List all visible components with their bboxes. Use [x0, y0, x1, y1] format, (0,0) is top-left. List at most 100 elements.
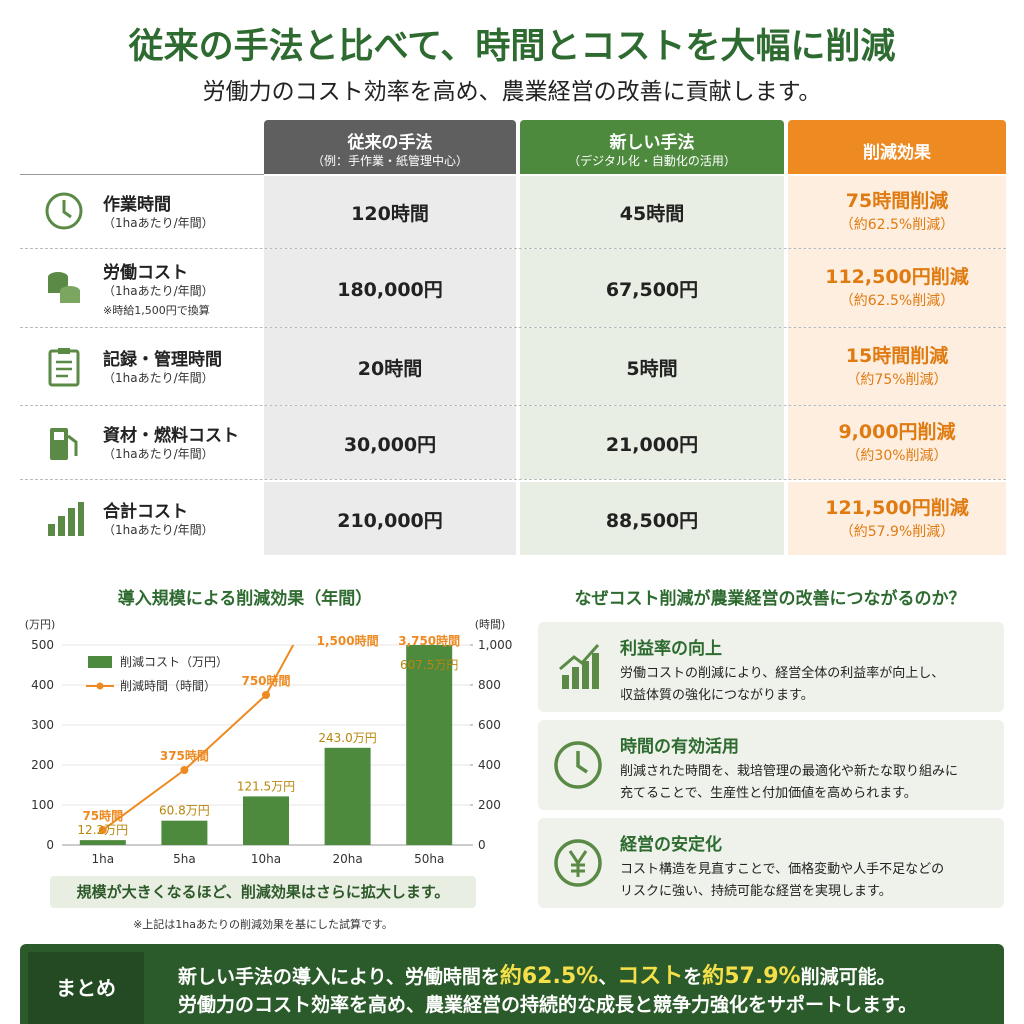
column-header [520, 120, 784, 174]
row-sub: （1haあたり/年間） [103, 446, 214, 461]
summary-segment: 約62.5% [499, 964, 599, 989]
y2-axis-label: (時間) [475, 618, 506, 631]
summary-label: まとめ [28, 952, 144, 1024]
cell-value: 20時間 [357, 357, 423, 380]
reason-card [538, 622, 1004, 712]
cell-value: 88,500円 [605, 509, 699, 532]
row-label: 作業時間 [103, 195, 171, 215]
point-label: 375時間 [160, 748, 209, 763]
cell-bg [264, 249, 516, 327]
cell-value: 180,000円 [337, 279, 443, 301]
row-label: 資材・燃料コスト [103, 425, 239, 446]
reasons-title: なぜコスト削減が農業経営の改善につながるのか？ [574, 589, 966, 609]
row-sub: （1haあたり/年間） [103, 522, 214, 537]
effect-sub: （約30%削減） [846, 447, 948, 464]
cell-value: 5時間 [626, 357, 678, 380]
reason-text: 労働コストの削減により、経営全体の利益率が向上し、 [620, 666, 945, 681]
row-divider [20, 327, 1006, 328]
row-label: 労働コスト [103, 263, 188, 283]
row-icon [48, 501, 84, 536]
summary-segment: を [683, 966, 703, 988]
bar-label: 243.0万円 [318, 731, 376, 745]
effect: 15時間削減 [845, 344, 949, 367]
reason-card [538, 720, 1004, 810]
reason-text: リスクに強い、持続可能な経営を実現します。 [620, 884, 892, 899]
reason-title: 時間の有効活用 [620, 737, 739, 757]
y2-tick-label: 1,000 [478, 638, 512, 652]
column-header [788, 120, 1006, 174]
y2-tick-label: 800 [478, 678, 501, 692]
chart: (万円) (時間) 0 100 200 300 400 500 0 200 400 600 800 1,0… [25, 618, 513, 866]
cell-bg [788, 176, 1006, 248]
summary-segment: 新しい手法の導入により、労働時間を [178, 966, 500, 988]
bar [406, 645, 453, 845]
point [98, 826, 107, 834]
row-divider [20, 248, 1006, 249]
column-title: 従来の手法 [347, 133, 433, 153]
reason-text: 収益体質の強化につながります。 [620, 688, 814, 703]
cell-value: 45時間 [619, 203, 685, 225]
bar-label: 607.5万円 [400, 658, 458, 672]
bar-label: 60.8万円 [159, 804, 210, 818]
effect-sub: （約75%削減） [846, 371, 948, 388]
legend-label: 削減時間（時間） [120, 678, 216, 693]
bar-label: 12.2万円 [77, 823, 128, 837]
cell-value: 21,000円 [605, 433, 699, 456]
row-divider [20, 479, 1006, 480]
y-tick-label: 200 [31, 758, 54, 772]
effect: 75時間削減 [845, 190, 949, 212]
row-icon [45, 192, 83, 230]
y-tick-label: 500 [31, 638, 54, 652]
reason-text: 充てることで、生産性と付加価値を高められます。 [620, 786, 917, 801]
plot [79, 645, 453, 845]
y2-tick-label: 0 [478, 838, 486, 852]
labels: 12.2万円 60.8万円 121.5万円 243.0万円 607.5万円 75時間 375… [77, 633, 460, 837]
cell-value: 67,500円 [605, 279, 699, 301]
summary-segment: コスト [617, 964, 684, 989]
y2-tick-label: 600 [478, 718, 501, 732]
column-header [264, 120, 516, 174]
cell-bg [264, 176, 516, 248]
effect-sub: （約62.5%削減） [839, 293, 955, 309]
y-axis-label: (万円) [25, 618, 56, 631]
cell-bg [788, 328, 1006, 405]
title: 従来の手法と比べて、時間とコストを大幅に削減 [128, 27, 896, 67]
effect-sub: （約62.5%削減） [839, 217, 955, 233]
effect-sub: （約57.9%削減） [839, 523, 955, 540]
bar-label: 121.5万円 [237, 779, 295, 793]
summary-segment: 、 [598, 966, 618, 988]
bar [79, 840, 126, 845]
summary-segment: 約57.9% [702, 964, 801, 989]
cell-bg [520, 406, 784, 479]
subtitle: 労働力のコスト効率を高め、農業経営の改善に貢献します。 [202, 79, 822, 105]
point-label: 1,500時間 [317, 633, 379, 648]
y-tick-label: 100 [31, 798, 54, 812]
chart-title: 導入規模による削減効果（年間） [117, 589, 373, 609]
effect: 9,000円削減 [838, 420, 956, 443]
row-sub: （1haあたり/年間） [103, 370, 214, 385]
y2-tick-label: 200 [478, 798, 501, 812]
reason-card [538, 818, 1004, 908]
row-icon [48, 272, 80, 303]
row-note: ※時給1,500円で換算 [103, 304, 210, 317]
legend-label: 削減コスト（万円） [120, 654, 228, 669]
row-label: 記録・管理時間 [103, 349, 222, 370]
reason-title: 利益率の向上 [620, 639, 722, 659]
row-sub: （1haあたり/年間） [103, 216, 214, 230]
point-label: 3,750時間 [398, 633, 460, 648]
chart-note: 規模が大きくなるほど、削減効果はさらに拡大します。 [50, 876, 476, 908]
y-tick-label: 0 [46, 838, 54, 852]
row-sub: （1haあたり/年間） [103, 284, 214, 298]
effect: 112,500円削減 [825, 266, 969, 288]
cell-bg [520, 176, 784, 248]
cell-bg [520, 249, 784, 327]
point [180, 766, 189, 774]
column-sub: （デジタル化・自動化の活用） [568, 154, 736, 168]
reason-text: 削減された時間を、栽培管理の最適化や新たな取り組みに [620, 764, 959, 779]
cell-value: 120時間 [351, 203, 429, 225]
x-tick-label: 5ha [173, 852, 196, 866]
reason-icon [559, 644, 600, 689]
reason-icon [554, 839, 602, 887]
x-tick-label: 20ha [332, 852, 362, 866]
x-tick-label: 50ha [414, 852, 444, 866]
